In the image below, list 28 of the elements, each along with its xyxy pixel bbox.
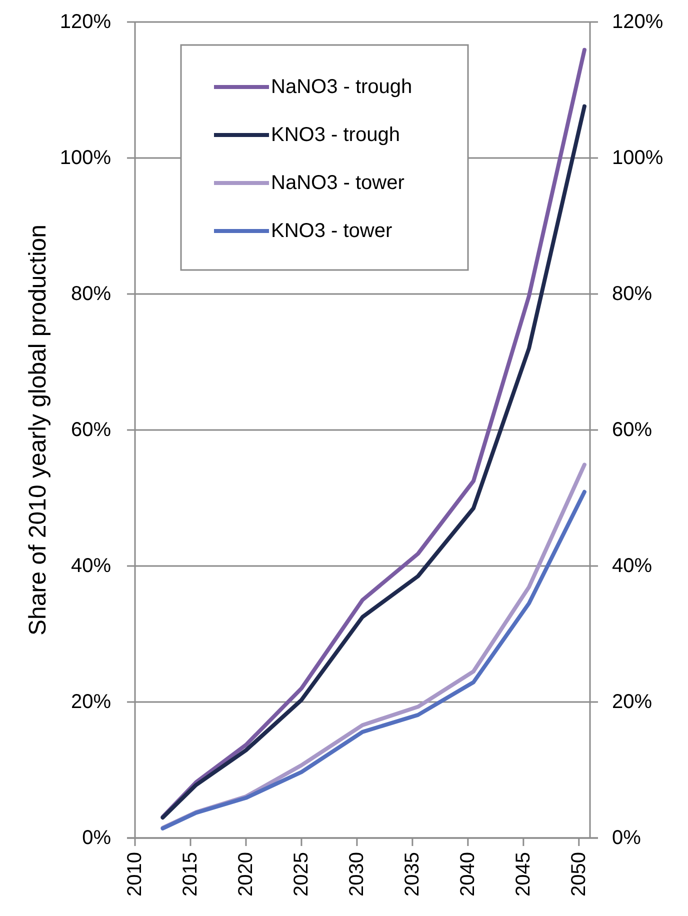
- x-tick-label: 2025: [290, 852, 312, 896]
- y-tick-label: 120%: [60, 11, 112, 33]
- x-tick-label: 2050: [568, 852, 590, 896]
- legend-label: NaNO3 - tower: [271, 172, 405, 194]
- y-tick-label: 0%: [82, 827, 112, 849]
- y2-tick-label: 120%: [612, 11, 664, 33]
- x-tick-label: 2045: [512, 852, 534, 896]
- y2-tick-label: 80%: [612, 283, 652, 305]
- x-tick-label: 2015: [179, 852, 202, 896]
- y2-tick-label: 20%: [612, 691, 652, 713]
- legend-label: KNO3 - trough: [271, 124, 400, 146]
- y-tick-label: 60%: [70, 419, 112, 441]
- y-tick-label: 100%: [60, 147, 112, 169]
- y-axis-title: Share of 2010 yearly global production: [24, 224, 52, 636]
- x-tick-label: 2030: [346, 852, 368, 896]
- legend-label: KNO3 - tower: [271, 220, 392, 242]
- x-tick-label: 2040: [456, 852, 479, 896]
- x-tick-label: 2035: [401, 852, 424, 896]
- legend-label: NaNO3 - trough: [271, 76, 412, 98]
- x-tick-label: 2010: [124, 852, 146, 896]
- y-tick-label: 80%: [70, 283, 112, 305]
- y2-tick-label: 0%: [612, 827, 642, 849]
- y2-tick-label: 60%: [612, 419, 652, 441]
- x-tick-label: 2020: [234, 852, 257, 896]
- y2-tick-label: 100%: [612, 147, 664, 169]
- y2-tick-label: 40%: [612, 555, 652, 577]
- y-tick-label: 20%: [70, 691, 112, 713]
- y-tick-label: 40%: [70, 555, 112, 577]
